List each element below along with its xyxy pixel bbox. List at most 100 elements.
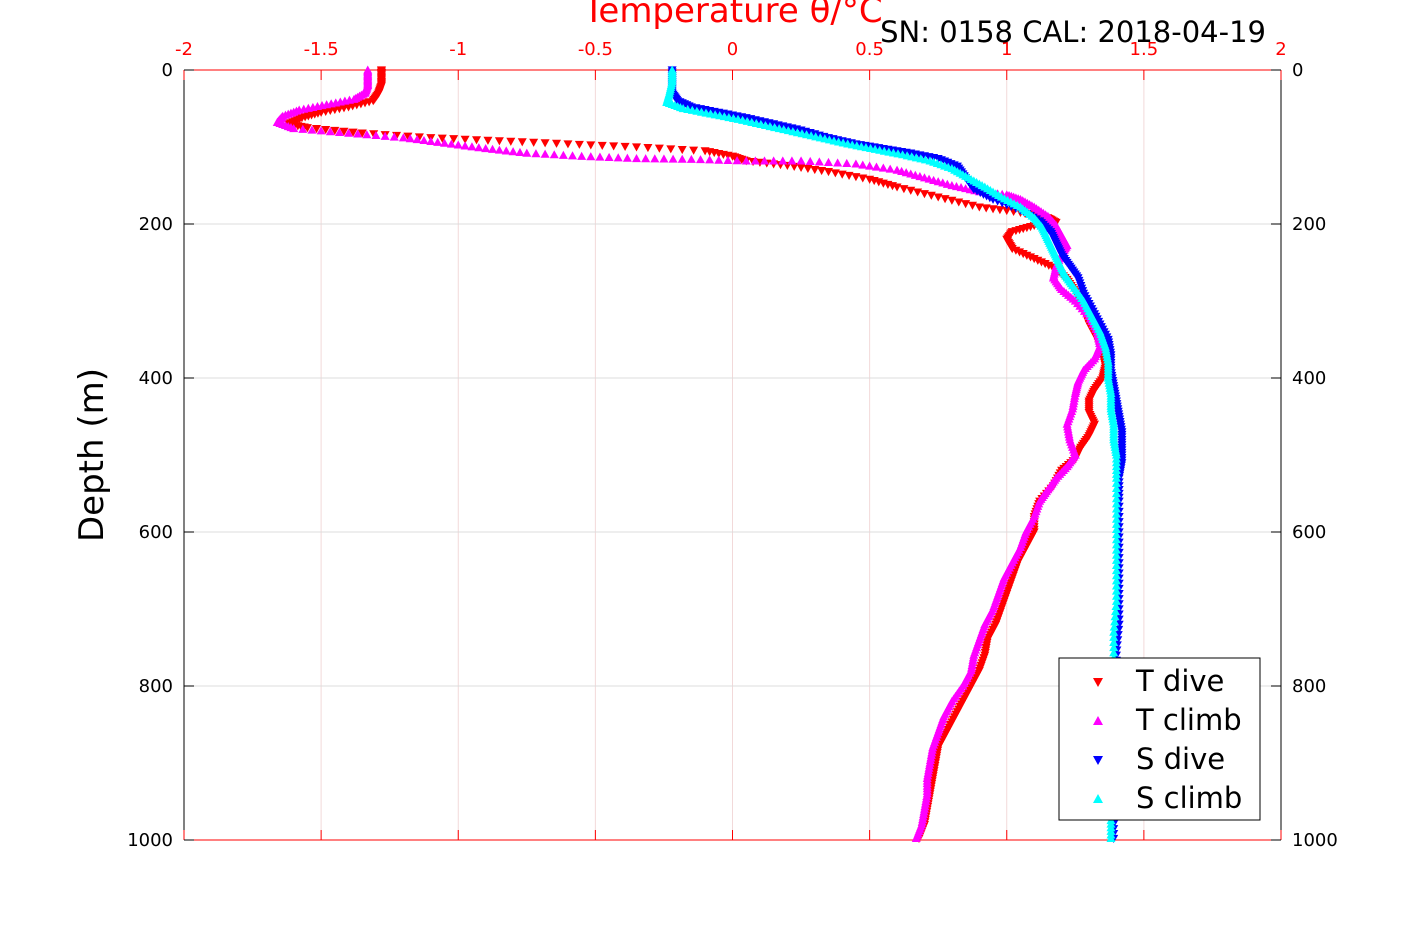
data-point [1111, 601, 1121, 611]
data-point [1111, 473, 1121, 482]
data-point [805, 156, 815, 165]
data-point [501, 146, 511, 155]
top-tick-label: 1 [1001, 39, 1012, 60]
data-point [632, 154, 642, 163]
data-point [1109, 622, 1119, 631]
data-point [586, 141, 596, 150]
top-tick-label: 0 [727, 39, 738, 60]
top-tick-label: 2 [1275, 39, 1286, 60]
data-point [1111, 591, 1121, 600]
data-point [892, 183, 902, 192]
data-point [1109, 643, 1119, 652]
data-point [307, 125, 317, 134]
data-point [1111, 581, 1121, 590]
data-point [940, 195, 950, 204]
data-point [796, 163, 806, 173]
data-point [686, 154, 696, 163]
data-point [851, 159, 861, 168]
data-point [595, 152, 605, 161]
data-point [339, 127, 349, 136]
data-point [778, 156, 788, 165]
data-point [1111, 530, 1121, 539]
data-point [1111, 478, 1121, 487]
top-tick-label: 1.5 [1130, 39, 1159, 60]
data-point [732, 156, 742, 165]
data-point [817, 167, 827, 176]
data-point [1111, 494, 1121, 503]
data-point [705, 155, 715, 164]
data-point [604, 152, 614, 161]
data-point [1111, 586, 1121, 595]
data-point [517, 138, 527, 147]
data-point [750, 156, 760, 165]
data-point [412, 135, 422, 144]
data-point [437, 134, 447, 143]
right-tick-label: 0 [1292, 60, 1303, 81]
legend-label: S dive [1136, 742, 1225, 776]
data-point [446, 139, 456, 148]
data-point [641, 154, 651, 163]
y-axis-label: Depth (m) [72, 368, 112, 542]
legend-marker [1093, 794, 1103, 803]
data-point [1111, 607, 1121, 616]
data-point [967, 201, 977, 210]
data-point [1111, 514, 1121, 523]
data-point [988, 205, 998, 214]
data-point [643, 144, 653, 153]
data-point [1111, 499, 1121, 508]
data-point [961, 200, 971, 209]
data-point [659, 154, 669, 163]
data-point [302, 124, 312, 133]
data-point [371, 130, 381, 140]
data-point [796, 156, 806, 165]
data-point [348, 128, 358, 137]
data-point [506, 137, 516, 146]
data-point [677, 145, 687, 155]
data-point [540, 149, 550, 158]
data-point [1111, 545, 1121, 554]
data-point [540, 139, 550, 148]
top-tick-label: -1.5 [304, 39, 339, 60]
data-point [563, 140, 573, 149]
data-point [1111, 504, 1121, 513]
data-point [1111, 540, 1121, 549]
data-point [389, 132, 399, 141]
serial-calibration-annotation: SN: 0158 CAL: 2018-04-19 [880, 15, 1266, 49]
data-point [529, 138, 539, 147]
data-point [481, 144, 491, 153]
data-point [380, 131, 390, 140]
data-point [494, 145, 504, 154]
data-point [878, 163, 888, 172]
data-point [574, 140, 584, 149]
right-tick-label: 400 [1292, 368, 1326, 389]
data-point [467, 142, 477, 151]
data-point [362, 130, 372, 139]
left-tick-label: 0 [162, 60, 173, 81]
data-point [650, 154, 660, 163]
data-point [522, 148, 532, 157]
left-tick-label: 400 [139, 368, 173, 389]
data-point [1111, 483, 1121, 492]
legend: T dive T climb S dive S climb [1058, 657, 1261, 821]
data-point [1002, 207, 1012, 216]
data-point [911, 833, 921, 843]
top-tick-label: 0.5 [855, 39, 884, 60]
data-point [865, 161, 875, 170]
data-point [1111, 596, 1121, 605]
data-point [803, 164, 813, 174]
legend-marker [1093, 678, 1103, 687]
data-point [823, 157, 833, 166]
data-point [298, 124, 308, 133]
legend-marker [1093, 756, 1103, 765]
data-point [851, 173, 861, 182]
data-point [654, 144, 664, 153]
data-point [1110, 612, 1120, 621]
top-tick-label: -1 [449, 39, 467, 60]
data-point [689, 146, 699, 155]
data-point [1111, 566, 1121, 575]
data-point [426, 136, 436, 145]
data-point [1111, 524, 1121, 534]
data-point [677, 154, 687, 163]
